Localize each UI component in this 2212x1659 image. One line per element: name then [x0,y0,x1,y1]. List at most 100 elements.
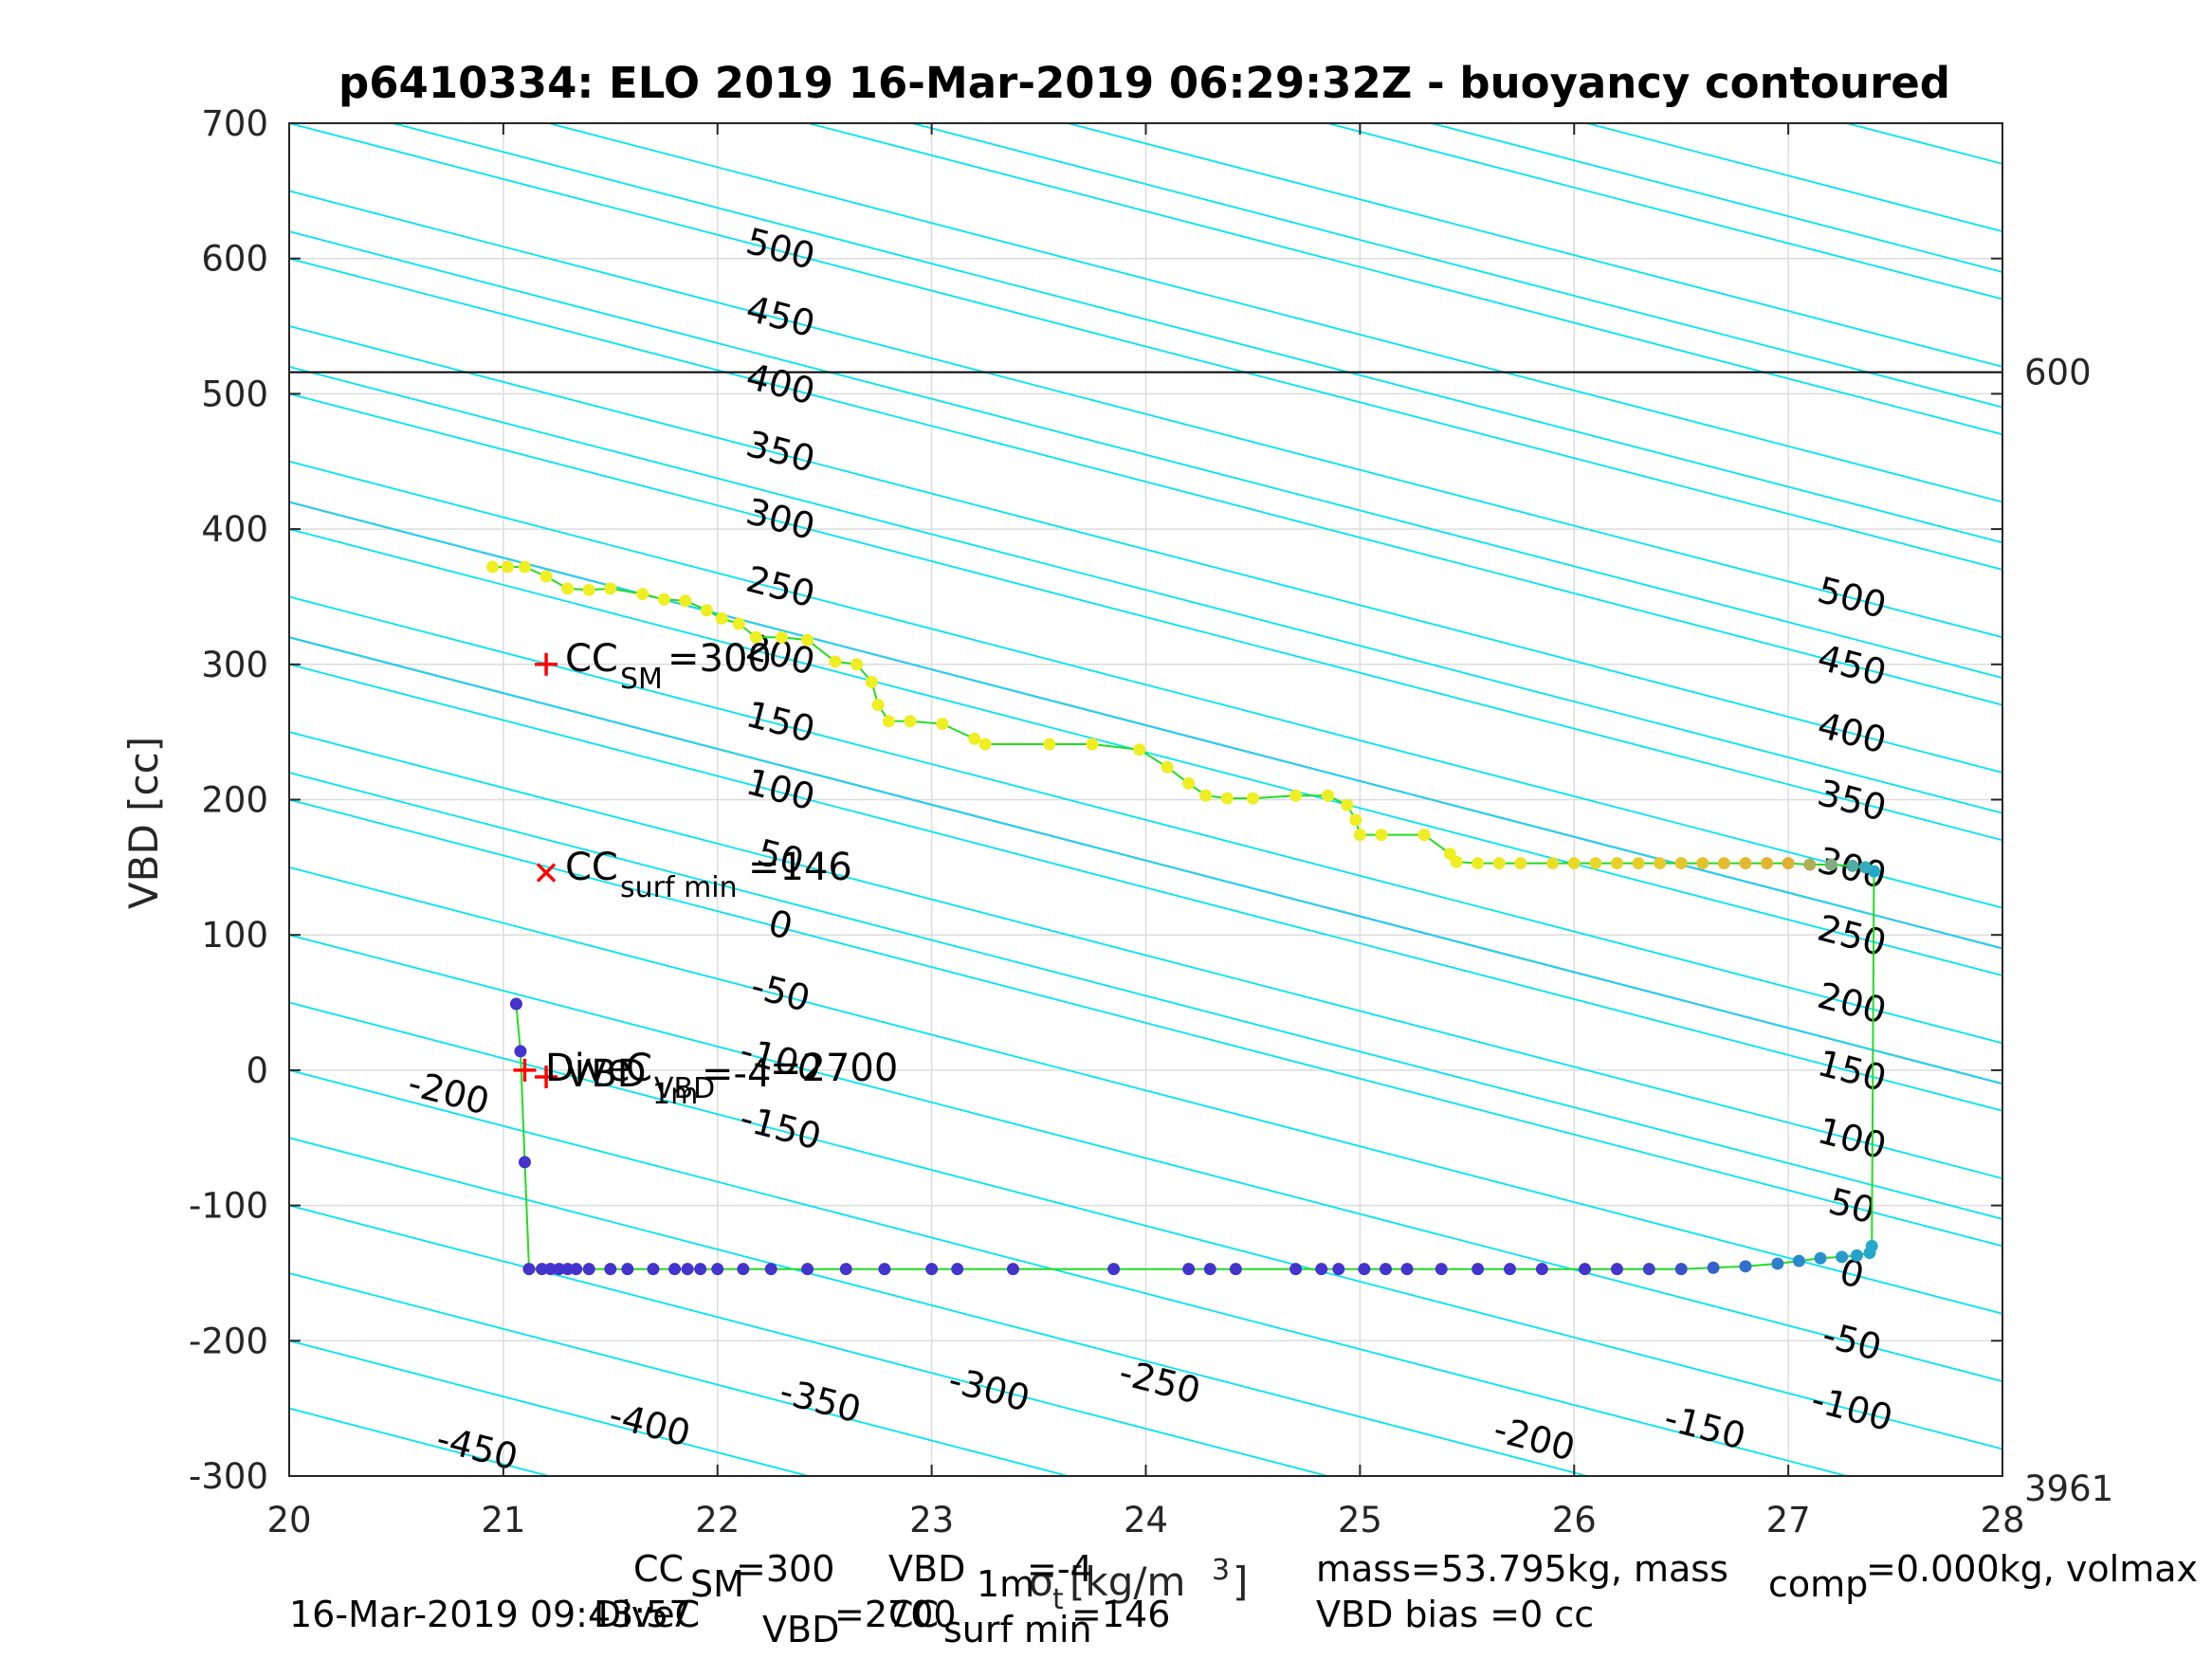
climb-point [604,582,617,595]
footer-vbd-bias: VBD bias =0 cc [1316,1594,1594,1635]
dive-point [1610,1263,1623,1276]
climb-point [1443,848,1456,861]
footer-date: 16-Mar-2019 09:43:57 [289,1594,692,1635]
buoyancy-contour-line [288,230,2003,679]
cc-sm-annotation: CC [565,637,618,681]
climb-point [1220,792,1234,805]
dive-point [621,1263,634,1276]
dive-point [1289,1263,1303,1276]
vbd-1m-annotation: =-4 [702,1052,771,1096]
cc-sm-marker [535,652,558,676]
buoyancy-contour-line [1431,122,2003,273]
dive-point [1229,1263,1242,1276]
dive-point [514,1045,527,1058]
climb-point [749,630,762,644]
dive-point [839,1263,852,1276]
climb-point [501,560,514,574]
dive-point [518,1156,531,1169]
climb-point [1161,760,1174,774]
footer-divec-sub: VBD [762,1609,839,1650]
dive-point [1332,1263,1345,1276]
buoyancy-contour-line [288,731,2003,1179]
buoyancy-contour-line [808,122,2003,436]
buoyancy-contour-line [288,122,2003,571]
dive-point [1182,1263,1196,1276]
buoyancy-contour-line [288,392,2003,842]
climb-point [582,583,595,596]
footer-ccsm-value: =300 [736,1548,834,1590]
footer-ccsurf-value: =146 [1071,1594,1170,1635]
dive-point [1739,1260,1752,1273]
buoyancy-contour-line [288,1137,1588,1477]
footer-mass-sub: comp [1768,1563,1868,1605]
dive-point [801,1263,814,1276]
buoyancy-contour-line [288,1001,2003,1450]
dive-point [1707,1261,1720,1274]
buoyancy-contour-line [288,1272,1069,1477]
buoyancy-contours [288,122,2003,1477]
dive-point [647,1263,660,1276]
footer-vbd1m-sub: 1m [977,1563,1034,1605]
x-tick-label: 23 [909,1500,954,1540]
dive-point [668,1263,682,1276]
y-tick-label: 500 [201,374,268,414]
profile-traces [486,560,1880,1276]
climb-point [978,738,992,751]
dive-point [694,1263,707,1276]
cc-sm-annotation: SM [620,663,663,696]
climb-point [1717,857,1730,870]
dive-point [553,1263,566,1276]
x-tick-label: 28 [1980,1500,2024,1540]
x-tick-label: 25 [1338,1500,1382,1540]
buoyancy-contour-line [288,663,2003,1112]
buoyancy-contour-line [288,1069,1847,1477]
climb-point [1182,776,1196,790]
buoyancy-contour-line [288,501,2003,950]
buoyancy-contour-line [288,1204,1328,1477]
climb-point [679,594,692,608]
buoyancy-contour-line [288,1407,550,1477]
y-tick-label: 600 [201,239,268,280]
climb-point [1472,857,1485,870]
climb-point [486,560,500,574]
buoyancy-contour-line [288,636,2003,1085]
buoyancy-contour-line [1326,122,2003,301]
climb-point [801,633,814,647]
reference-line: 600 3961 [289,353,2113,1509]
footer-ccsm-label: CC [633,1548,684,1590]
footer-ccsurf-sub: surf min [943,1609,1092,1650]
dive-point [1315,1263,1328,1276]
y-tick-label: 0 [246,1050,268,1091]
x-tick-label: 20 [266,1500,311,1540]
climb-point [1417,829,1431,842]
y-tick-label: 700 [201,103,268,144]
buoyancy-contour-line [288,190,2003,639]
climb-point [657,592,670,606]
buoyancy-contour-line [288,325,2003,774]
dive-point [1472,1263,1485,1276]
footer-vbd1m-value: =-4 [1027,1548,1093,1590]
dive-point [925,1263,939,1276]
dive-point [1503,1263,1516,1276]
buoyancy-contour-line [288,595,2003,1045]
dive-point [1435,1263,1448,1276]
climb-point [700,604,713,617]
dive-point [1771,1257,1784,1270]
dive-point [1535,1263,1548,1276]
buoyancy-contour-line [288,866,2003,1315]
climb-point [904,715,917,728]
x-axis-label-symbol: σ [1029,1559,1054,1605]
climb-point [1589,857,1602,870]
climb-point [1632,857,1645,870]
dive-point [604,1263,617,1276]
dive-trace-line [515,1003,1874,1270]
climb-point [1349,813,1362,827]
dive-annotation: VBD [654,1072,715,1105]
dive-point [1865,1239,1878,1252]
x-tick-label: 26 [1552,1500,1597,1540]
footer-mass-comp: =0.000kg, volmax [1866,1548,2198,1590]
cc-surf-min-annotation: CC [565,846,618,889]
